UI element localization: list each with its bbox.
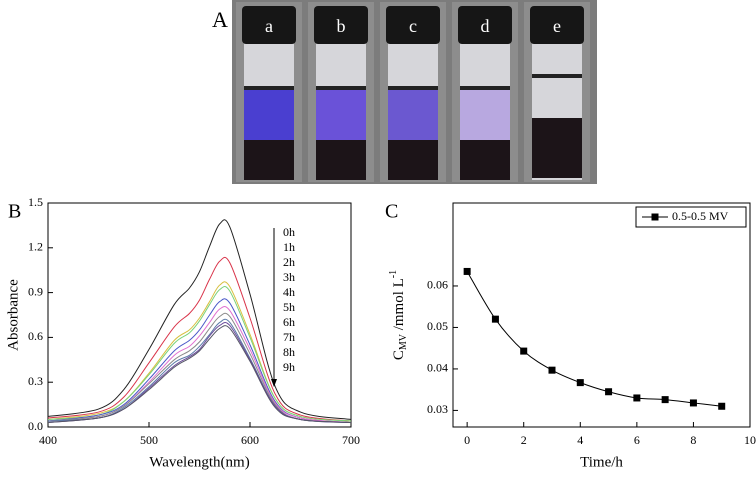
x-tick-label: 600	[241, 433, 259, 447]
vial-cap	[458, 6, 512, 44]
series-line	[48, 306, 351, 424]
plot-frame	[47, 202, 352, 428]
x-tick-label: 500	[140, 433, 158, 447]
legend-label: 8h	[283, 345, 295, 359]
legend-label: 5h	[283, 300, 295, 314]
vial-label: d	[481, 16, 490, 36]
y-axis-label: CMV /mmol L-1	[388, 270, 409, 360]
series-line	[48, 318, 351, 424]
vial-liquid	[244, 88, 294, 140]
legend-marker	[651, 213, 659, 221]
vial-cap	[530, 6, 584, 44]
legend-label: 3h	[283, 270, 295, 284]
y-tick-label: 0.05	[427, 319, 448, 333]
legend-label: 0h	[283, 225, 295, 239]
y-axis-label-unit: /mmol L	[391, 278, 407, 334]
vial-meniscus	[532, 74, 582, 78]
legend-label: 0.5-0.5 MV	[672, 209, 729, 223]
vial-label: b	[337, 16, 346, 36]
x-tick-label: 8	[690, 433, 696, 447]
vial-meniscus	[388, 86, 438, 90]
legend-label: 9h	[283, 360, 295, 374]
y-axis-label-main: C	[391, 350, 407, 360]
data-point	[689, 399, 697, 407]
vial-sediment	[388, 140, 438, 180]
y-axis-label: Absorbance	[5, 279, 21, 351]
x-tick-label: 4	[577, 433, 583, 447]
vial-meniscus	[316, 86, 366, 90]
vial-liquid	[316, 88, 366, 140]
series-line	[48, 286, 351, 422]
y-tick-label: 0.9	[28, 284, 43, 298]
vial-cap	[314, 6, 368, 44]
x-tick-label: 2	[521, 433, 527, 447]
vial-meniscus	[244, 86, 294, 90]
x-tick-label: 10	[744, 433, 756, 447]
vial-sediment	[460, 140, 510, 180]
series-line	[48, 219, 351, 421]
vial-liquid	[388, 88, 438, 140]
data-point	[718, 402, 726, 410]
x-tick-label: 700	[342, 433, 360, 447]
series-line	[48, 312, 351, 424]
x-axis-label: Time/h	[580, 454, 623, 470]
y-tick-label: 1.5	[28, 195, 43, 209]
x-tick-label: 400	[39, 433, 57, 447]
vial-label: a	[265, 16, 273, 36]
data-point	[661, 396, 669, 404]
vial-cap	[242, 6, 296, 44]
vial-label: c	[409, 16, 417, 36]
data-point	[548, 366, 556, 374]
legend-label: 4h	[283, 285, 295, 299]
y-tick-label: 1.2	[28, 240, 43, 254]
panel-label: B	[8, 201, 21, 223]
y-tick-label: 0.04	[427, 361, 448, 375]
series-line	[48, 325, 351, 424]
legend-box	[635, 206, 747, 228]
vial-sediment	[316, 140, 366, 180]
panel-label: A	[212, 7, 228, 32]
data-point	[605, 388, 613, 396]
plot-frame	[452, 202, 751, 428]
legend-label: 6h	[283, 315, 295, 329]
series-line	[48, 256, 351, 422]
vial-cap	[386, 6, 440, 44]
legend-label: 2h	[283, 255, 295, 269]
x-tick-label: 0	[464, 433, 470, 447]
data-point	[633, 394, 641, 402]
vial-sediment	[532, 118, 582, 178]
panel-label: C	[385, 201, 398, 223]
y-axis-label-sub: MV	[398, 333, 409, 350]
y-axis-label-sup: -1	[388, 270, 399, 278]
y-tick-label: 0.0	[28, 419, 43, 433]
y-tick-label: 0.03	[427, 402, 448, 416]
data-point	[491, 315, 499, 323]
legend-label: 1h	[283, 240, 295, 254]
vial-meniscus	[460, 86, 510, 90]
series-line	[48, 298, 351, 424]
y-tick-label: 0.06	[427, 278, 448, 292]
x-tick-label: 6	[634, 433, 640, 447]
vial-label: e	[553, 16, 561, 36]
data-point	[463, 267, 471, 275]
data-point	[576, 379, 584, 387]
data-point	[520, 347, 528, 355]
y-tick-label: 0.3	[28, 374, 43, 388]
legend-label: 7h	[283, 330, 295, 344]
x-axis-label: Wavelength(nm)	[149, 454, 249, 470]
series-line	[466, 271, 722, 407]
series-line	[48, 321, 351, 424]
vial-sediment	[244, 140, 294, 180]
legend-arrowhead	[271, 379, 277, 387]
vial-liquid	[460, 88, 510, 140]
y-tick-label: 0.6	[28, 329, 43, 343]
